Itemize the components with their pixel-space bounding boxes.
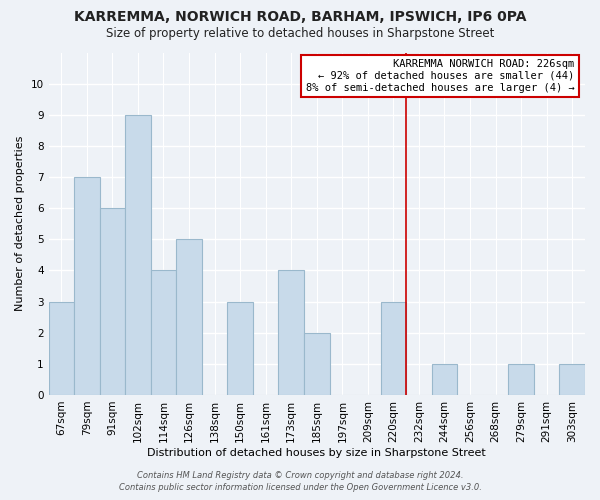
- Y-axis label: Number of detached properties: Number of detached properties: [15, 136, 25, 312]
- Bar: [176, 240, 202, 395]
- Text: KARREMMA, NORWICH ROAD, BARHAM, IPSWICH, IP6 0PA: KARREMMA, NORWICH ROAD, BARHAM, IPSWICH,…: [74, 10, 526, 24]
- Bar: [278, 270, 304, 395]
- Bar: [508, 364, 534, 395]
- Bar: [380, 302, 406, 395]
- Bar: [559, 364, 585, 395]
- Bar: [49, 302, 74, 395]
- Bar: [151, 270, 176, 395]
- Bar: [304, 332, 329, 395]
- Text: KARREMMA NORWICH ROAD: 226sqm
← 92% of detached houses are smaller (44)
8% of se: KARREMMA NORWICH ROAD: 226sqm ← 92% of d…: [305, 60, 574, 92]
- Bar: [125, 115, 151, 395]
- Text: Contains HM Land Registry data © Crown copyright and database right 2024.
Contai: Contains HM Land Registry data © Crown c…: [119, 471, 481, 492]
- Bar: [74, 177, 100, 395]
- Bar: [100, 208, 125, 395]
- X-axis label: Distribution of detached houses by size in Sharpstone Street: Distribution of detached houses by size …: [148, 448, 486, 458]
- Text: Size of property relative to detached houses in Sharpstone Street: Size of property relative to detached ho…: [106, 28, 494, 40]
- Bar: [432, 364, 457, 395]
- Bar: [227, 302, 253, 395]
